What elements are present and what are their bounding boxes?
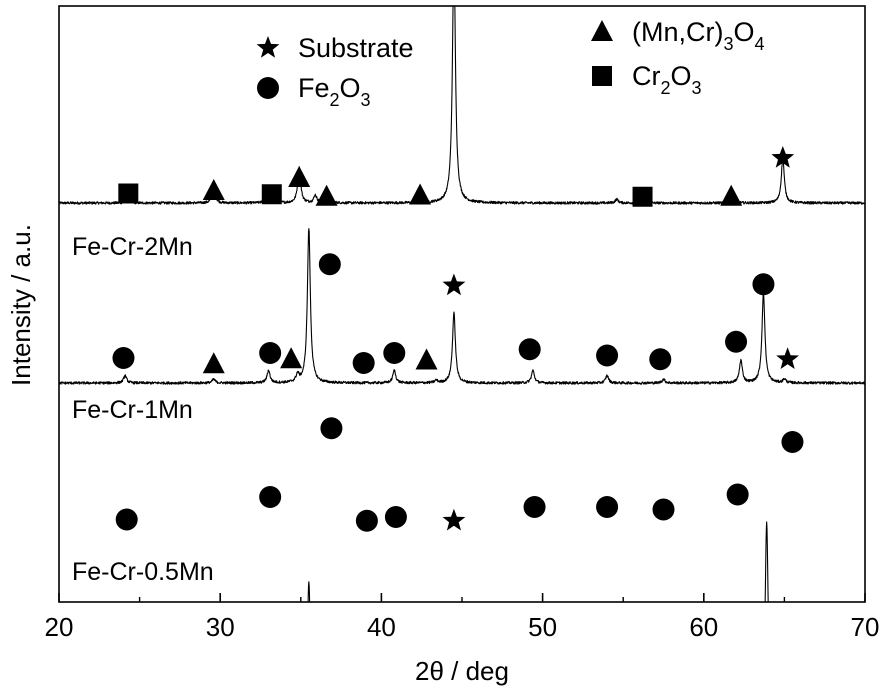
x-tick-label: 70 <box>851 612 880 642</box>
legend-label: (Mn,Cr)3O4 <box>632 17 765 54</box>
peak-marker-circle <box>596 344 619 367</box>
peak-marker-circle <box>384 506 407 528</box>
peak-marker-triangle <box>202 352 225 374</box>
series-label: Fe-Cr-1Mn <box>72 396 193 424</box>
legend-label: Substrate <box>298 33 414 63</box>
x-tick-label: 20 <box>45 612 74 642</box>
peak-marker-triangle <box>280 347 303 369</box>
peak-marker-star <box>442 508 466 531</box>
peak-marker-circle <box>752 273 775 296</box>
peak-marker-triangle <box>315 184 338 206</box>
y-axis-label: Intensity / a.u. <box>6 224 36 386</box>
legend-label: Fe2O3 <box>298 73 371 110</box>
axes: 20 30 40 50 60 70 2θ / deg Intensity / a.u. <box>6 5 880 686</box>
legend-square-icon <box>592 66 612 86</box>
peak-marker-circle <box>112 347 135 369</box>
peak-marker-triangle <box>720 184 743 206</box>
peak-marker-circle <box>596 496 619 518</box>
peak-marker-circle <box>352 352 375 374</box>
peak-marker-circle <box>259 342 282 364</box>
peak-marker-square <box>118 183 139 204</box>
peak-marker-circle <box>652 498 675 521</box>
peak-marker-triangle <box>409 183 432 205</box>
legend-entry-star: Substrate <box>256 33 414 63</box>
x-axis-ticks: 20 30 40 50 60 70 <box>45 593 880 642</box>
peak-marker-triangle <box>202 179 225 200</box>
legend-star-icon <box>256 36 280 58</box>
legend-entry-circle: Fe2O3 <box>257 73 371 110</box>
x-tick-label: 40 <box>367 612 396 642</box>
x-axis-label: 2θ / deg <box>415 656 509 686</box>
peak-marker-circle <box>259 486 282 508</box>
peak-markers-layer <box>112 146 804 532</box>
peak-marker-triangle <box>415 348 438 370</box>
legend-entry-triangle: (Mn,Cr)3O4 <box>591 17 765 54</box>
plot-frame <box>58 5 866 603</box>
peak-marker-circle <box>115 508 138 531</box>
legend-circle-icon <box>257 77 279 99</box>
legend-label: Cr2O3 <box>632 61 702 98</box>
peak-marker-circle <box>383 342 406 364</box>
peak-marker-star <box>442 273 466 296</box>
legend-entry-square: Cr2O3 <box>592 61 702 98</box>
peak-marker-circle <box>320 417 343 440</box>
peak-marker-circle <box>781 431 804 453</box>
peak-marker-circle <box>523 496 546 518</box>
legend: Substrate Fe2O3 (Mn,Cr)3O4 Cr2O3 <box>256 17 765 110</box>
peak-marker-square <box>261 184 282 205</box>
x-tick-label: 60 <box>689 612 718 642</box>
peak-marker-star <box>776 347 799 369</box>
peak-marker-circle <box>725 330 748 353</box>
series-label: Fe-Cr-0.5Mn <box>72 558 214 586</box>
legend-triangle-icon <box>591 20 613 41</box>
peak-marker-star <box>771 146 795 168</box>
peak-marker-triangle <box>288 166 311 187</box>
series-labels-layer: Fe-Cr-2Mn Fe-Cr-1Mn Fe-Cr-0.5Mn <box>72 233 214 586</box>
x-tick-label: 30 <box>206 612 235 642</box>
peak-marker-circle <box>318 253 341 276</box>
peak-marker-circle <box>355 509 378 532</box>
peak-marker-circle <box>649 348 672 371</box>
peak-marker-circle <box>518 338 541 361</box>
peak-marker-circle <box>726 483 749 506</box>
peak-marker-square <box>632 186 653 207</box>
series-label: Fe-Cr-2Mn <box>72 233 193 261</box>
xrd-trace <box>59 228 865 385</box>
x-tick-label: 50 <box>528 612 557 642</box>
